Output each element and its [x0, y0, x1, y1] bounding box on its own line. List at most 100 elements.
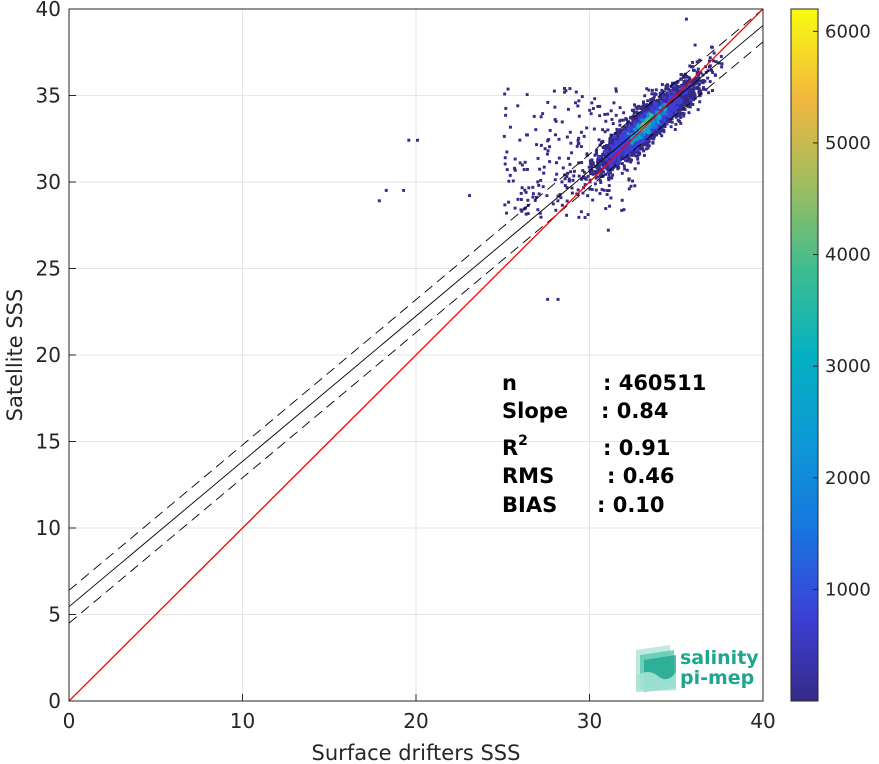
density-cell: [526, 212, 530, 216]
density-cell: [642, 108, 646, 112]
y-tick-label: 15: [36, 430, 61, 454]
density-cell: [650, 125, 654, 129]
density-cell: [654, 125, 658, 129]
density-cell: [613, 151, 617, 155]
density-cell: [581, 191, 585, 195]
density-cell: [618, 128, 622, 132]
density-cell: [567, 177, 571, 181]
density-cell: [590, 188, 594, 191]
density-cell: [660, 117, 664, 121]
density-cell: [611, 164, 615, 168]
density-cell: [660, 110, 664, 114]
density-cell: [632, 142, 636, 146]
density-cell: [646, 115, 650, 119]
density-cell: [678, 105, 682, 109]
density-cell: [689, 65, 693, 69]
colorbar-tick-label: 3000: [825, 356, 871, 377]
density-cell: [642, 149, 646, 153]
density-cell: [603, 151, 607, 155]
density-cell: [576, 188, 580, 192]
density-cell: [698, 100, 702, 104]
density-cell: [557, 156, 561, 160]
density-cell: [664, 107, 668, 111]
density-cell: [703, 79, 707, 83]
density-cell: [601, 128, 605, 132]
density-cell: [626, 135, 630, 139]
density-cell: [681, 97, 685, 101]
density-cell: [603, 145, 606, 149]
density-cell: [652, 117, 656, 121]
density-cell: [539, 178, 543, 182]
regression-band-lower-line: [69, 41, 763, 624]
density-cell: [636, 154, 640, 158]
density-cell: [579, 210, 583, 214]
density-cell: [619, 134, 623, 138]
density-cell: [652, 134, 656, 138]
density-cell: [504, 106, 508, 110]
density-cell: [548, 128, 552, 132]
density-cell: [533, 198, 537, 202]
density-cell: [586, 213, 590, 217]
density-cell: [698, 94, 702, 98]
density-cell: [560, 120, 564, 124]
density-cell: [682, 76, 686, 79]
density-cell: [574, 90, 578, 94]
density-cell: [597, 157, 601, 161]
density-cell: [502, 134, 506, 138]
density-cell: [693, 77, 697, 80]
density-cell: [582, 134, 586, 138]
density-cell: [620, 144, 624, 148]
density-cell: [600, 172, 604, 176]
density-cell: [579, 130, 583, 134]
density-cell: [649, 98, 653, 102]
density-cell: [625, 147, 629, 151]
density-cell: [589, 112, 593, 116]
density-cell: [546, 297, 550, 301]
density-cell: [720, 65, 724, 69]
density-cell: [536, 180, 540, 184]
density-cell: [660, 103, 664, 107]
density-cell: [516, 197, 520, 201]
density-cell: [660, 134, 664, 138]
density-cell: [610, 154, 614, 158]
density-cell: [677, 107, 681, 111]
density-cell: [622, 164, 626, 168]
density-cell: [621, 150, 625, 154]
density-cell: [679, 77, 683, 81]
density-cell: [693, 93, 697, 97]
density-cell: [693, 82, 697, 86]
density-cell: [606, 167, 610, 171]
density-cell: [689, 89, 693, 93]
density-cell: [577, 174, 581, 178]
density-cell: [667, 118, 671, 121]
density-cell: [660, 101, 664, 105]
density-cell: [675, 103, 679, 107]
density-cell: [643, 94, 647, 98]
density-cell: [678, 108, 682, 112]
density-cell: [620, 208, 624, 212]
density-cell: [626, 130, 630, 134]
density-cell: [580, 177, 584, 181]
density-cell: [652, 102, 656, 106]
density-cell: [611, 144, 615, 148]
density-cell: [650, 107, 654, 111]
density-cell: [655, 129, 659, 133]
density-cell: [627, 157, 631, 161]
density-cell: [666, 105, 670, 109]
density-cell: [563, 177, 567, 181]
density-cell: [653, 92, 657, 96]
density-cell: [605, 151, 609, 155]
density-cell: [522, 168, 526, 172]
density-cell: [627, 187, 631, 191]
density-cell: [685, 94, 689, 98]
density-cell: [690, 83, 694, 87]
density-cell: [570, 151, 574, 155]
density-cell: [668, 96, 672, 100]
density-cell: [695, 70, 699, 74]
stat-bias-label: BIAS: [502, 493, 557, 517]
density-cell: [591, 172, 595, 176]
stat-r2-value: : 0.91: [603, 436, 671, 460]
density-cell: [504, 113, 508, 117]
density-cell: [608, 164, 612, 168]
density-cell: [630, 139, 634, 143]
